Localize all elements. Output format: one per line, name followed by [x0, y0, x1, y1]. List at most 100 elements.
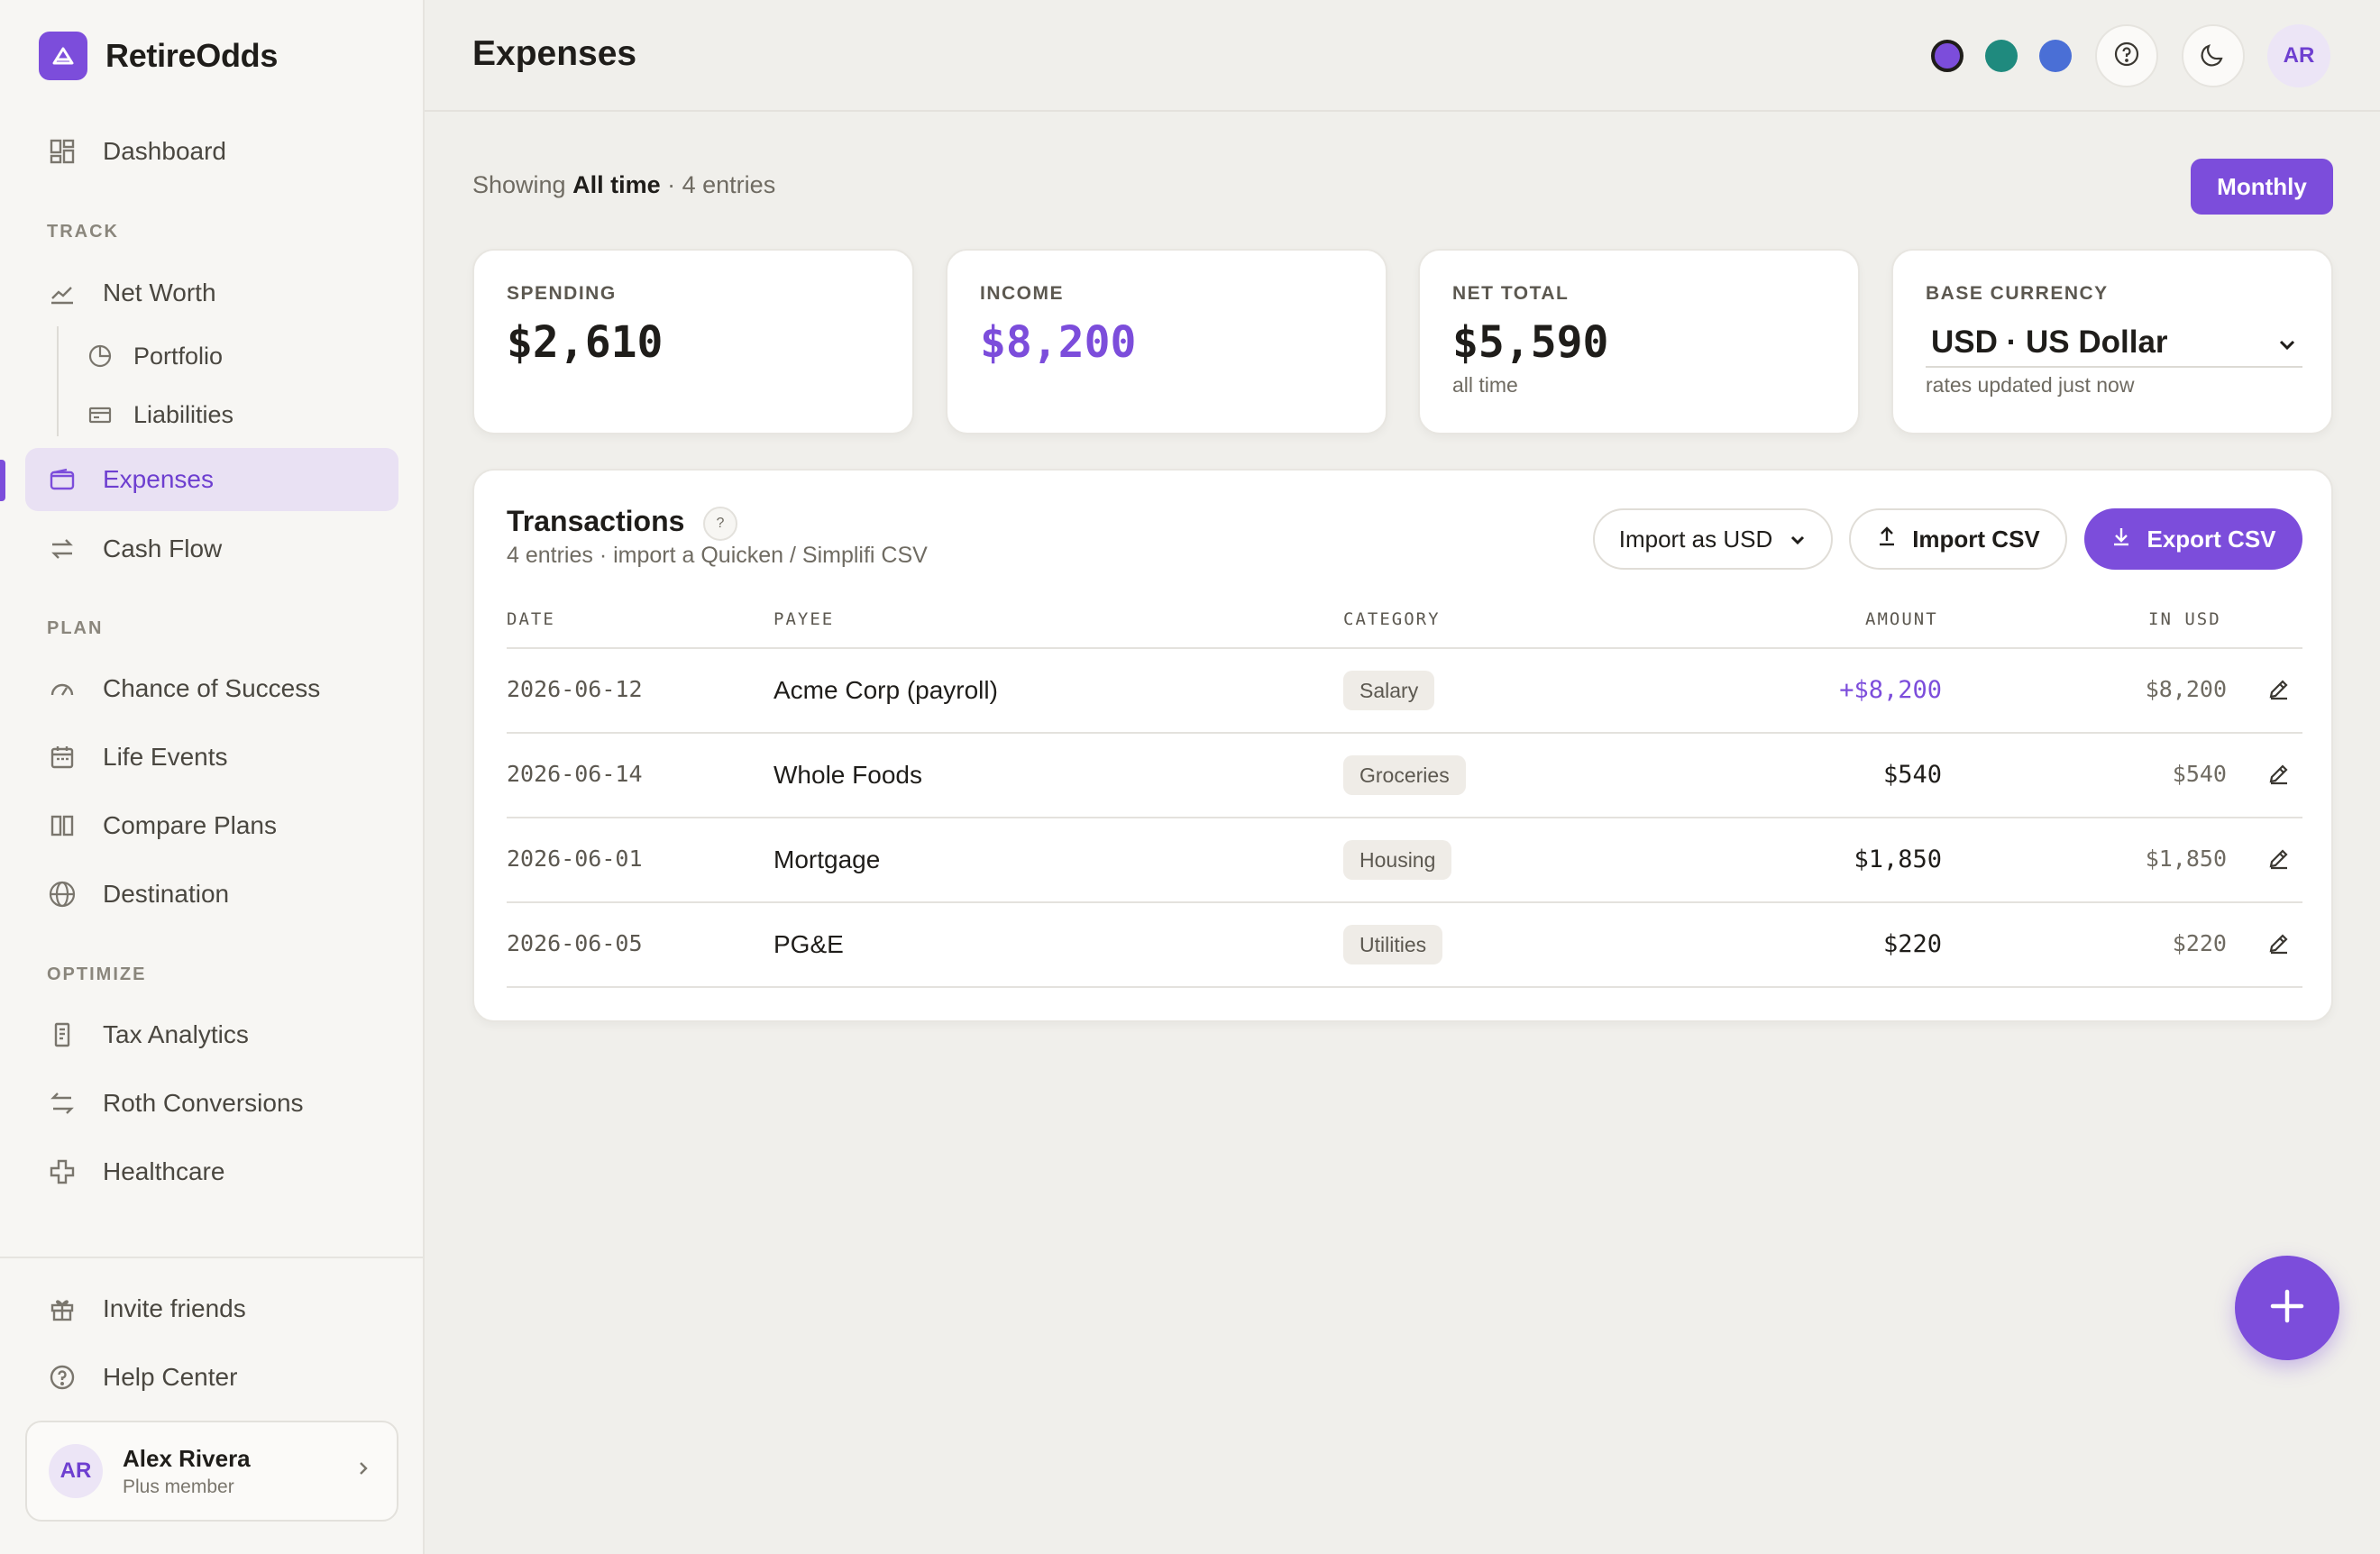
column-header-amount[interactable]: AMOUNT [1865, 609, 1938, 629]
row-amount: $220 [1882, 930, 1942, 958]
columns-icon [47, 810, 78, 841]
stat-label: INCOME [980, 283, 1064, 304]
sidebar-item-label: Cash Flow [103, 535, 223, 562]
sidebar-item-expenses[interactable]: Expenses [25, 448, 398, 511]
edit-icon[interactable] [2266, 846, 2292, 875]
sidebar-item-help-center[interactable]: Help Center [25, 1346, 398, 1409]
gauge-icon [47, 673, 78, 704]
sidebar: RetireOdds Dashboard TRACK Net Worth Por… [0, 0, 425, 1554]
sidebar-item-life-events[interactable]: Life Events [25, 726, 398, 789]
table-row[interactable]: 2026-06-05 PG&E Utilities $220 $220 [507, 903, 2302, 988]
dark-mode-toggle[interactable] [2182, 24, 2245, 87]
base-currency-select[interactable]: USD · US Dollar [1926, 319, 2302, 368]
row-payee: Acme Corp (payroll) [774, 676, 998, 704]
column-header-payee[interactable]: PAYEE [774, 609, 835, 629]
chevron-right-icon [355, 1458, 371, 1483]
sidebar-item-roth-conversions[interactable]: Roth Conversions [25, 1072, 398, 1135]
showing-prefix: Showing [472, 171, 566, 198]
sidebar-item-dashboard[interactable]: Dashboard [25, 120, 398, 183]
sidebar-item-label: Healthcare [103, 1157, 225, 1185]
sidebar-item-label: Liabilities [133, 400, 234, 428]
sidebar-item-label: Invite friends [103, 1294, 246, 1322]
topbar: Expenses AR [425, 0, 2380, 112]
row-date: 2026-06-05 [507, 930, 643, 956]
column-header-date[interactable]: DATE [507, 609, 555, 629]
row-usd: $220 [2172, 930, 2227, 956]
chevron-down-icon [1789, 526, 1807, 553]
header-avatar[interactable]: AR [2267, 24, 2330, 87]
swap-icon [47, 1088, 78, 1119]
sidebar-item-compare-plans[interactable]: Compare Plans [25, 794, 398, 857]
help-button[interactable] [2095, 24, 2158, 87]
sidebar-item-portfolio[interactable]: Portfolio [54, 329, 223, 383]
row-date: 2026-06-12 [507, 676, 643, 702]
theme-color-purple[interactable] [1931, 40, 1964, 72]
row-usd: $1,850 [2145, 846, 2227, 872]
spending-value: $2,610 [507, 317, 664, 368]
edit-icon[interactable] [2266, 676, 2292, 706]
calendar-icon [47, 742, 78, 772]
sidebar-item-label: Chance of Success [103, 674, 321, 702]
sidebar-item-invite-friends[interactable]: Invite friends [25, 1277, 398, 1340]
theme-color-blue[interactable] [2039, 40, 2072, 72]
category-pill: Groceries [1343, 755, 1466, 795]
net-total-value: $5,590 [1452, 317, 1609, 368]
sidebar-divider [0, 1257, 425, 1258]
category-pill: Housing [1343, 840, 1452, 880]
sidebar-item-label: Help Center [103, 1363, 238, 1391]
export-csv-button[interactable]: Export CSV [2084, 508, 2302, 570]
income-value: $8,200 [980, 317, 1137, 368]
sidebar-item-destination[interactable]: Destination [25, 863, 398, 926]
section-label-optimize: OPTIMIZE [47, 964, 147, 984]
sidebar-item-chance-of-success[interactable]: Chance of Success [25, 657, 398, 720]
table-header-divider [507, 647, 2302, 649]
row-amount: $540 [1882, 761, 1942, 789]
table-row[interactable]: 2026-06-12 Acme Corp (payroll) Salary +$… [507, 649, 2302, 734]
date-range-value[interactable]: All time [572, 171, 661, 198]
sidebar-item-healthcare[interactable]: Healthcare [25, 1140, 398, 1203]
help-badge[interactable]: ? [703, 507, 737, 541]
entries-count: · 4 entries [667, 171, 776, 198]
globe-icon [47, 879, 78, 910]
row-payee: Mortgage [774, 846, 881, 873]
triangle-logo-icon [39, 32, 87, 80]
column-header-in-usd[interactable]: IN USD [2148, 609, 2221, 629]
edit-icon[interactable] [2266, 930, 2292, 960]
category-pill: Utilities [1343, 925, 1443, 964]
base-currency-card: BASE CURRENCY USD · US Dollar rates upda… [1891, 249, 2333, 434]
export-csv-label: Export CSV [2147, 525, 2276, 553]
net-total-sub: all time [1452, 373, 1518, 397]
row-usd: $8,200 [2145, 676, 2227, 702]
submenu-line [57, 326, 59, 436]
column-header-category[interactable]: CATEGORY [1343, 609, 1441, 629]
monthly-button[interactable]: Monthly [2191, 159, 2333, 215]
table-row[interactable]: 2026-06-01 Mortgage Housing $1,850 $1,85… [507, 818, 2302, 903]
import-csv-button[interactable]: Import CSV [1849, 508, 2067, 570]
wallet-icon [47, 464, 78, 495]
help-circle-icon [47, 1362, 78, 1393]
brand-name: RetireOdds [105, 37, 279, 74]
upload-icon [1876, 525, 1898, 554]
grid-icon [47, 136, 78, 167]
sidebar-item-liabilities[interactable]: Liabilities [54, 388, 233, 442]
sidebar-item-net-worth[interactable]: Net Worth [25, 261, 398, 325]
sidebar-item-label: Tax Analytics [103, 1020, 249, 1048]
import-currency-select[interactable]: Import as USD [1593, 508, 1833, 570]
sidebar-item-cash-flow[interactable]: Cash Flow [25, 517, 398, 580]
line-chart-icon [47, 278, 78, 308]
avatar: AR [49, 1444, 103, 1498]
brand[interactable]: RetireOdds [39, 32, 278, 80]
edit-icon[interactable] [2266, 761, 2292, 791]
table-row[interactable]: 2026-06-14 Whole Foods Groceries $540 $5… [507, 734, 2302, 818]
sidebar-item-label: Life Events [103, 743, 228, 771]
user-profile-card[interactable]: AR Alex Rivera Plus member [25, 1421, 398, 1522]
row-amount: +$8,200 [1839, 676, 1942, 704]
sidebar-item-tax-analytics[interactable]: Tax Analytics [25, 1003, 398, 1066]
sidebar-item-label: Expenses [103, 465, 214, 493]
sidebar-item-label: Portfolio [133, 342, 224, 370]
add-transaction-button[interactable] [2235, 1256, 2339, 1360]
import-currency-label: Import as USD [1618, 525, 1773, 553]
row-payee: PG&E [774, 930, 844, 958]
theme-color-teal[interactable] [1985, 40, 2018, 72]
row-date: 2026-06-01 [507, 846, 643, 872]
